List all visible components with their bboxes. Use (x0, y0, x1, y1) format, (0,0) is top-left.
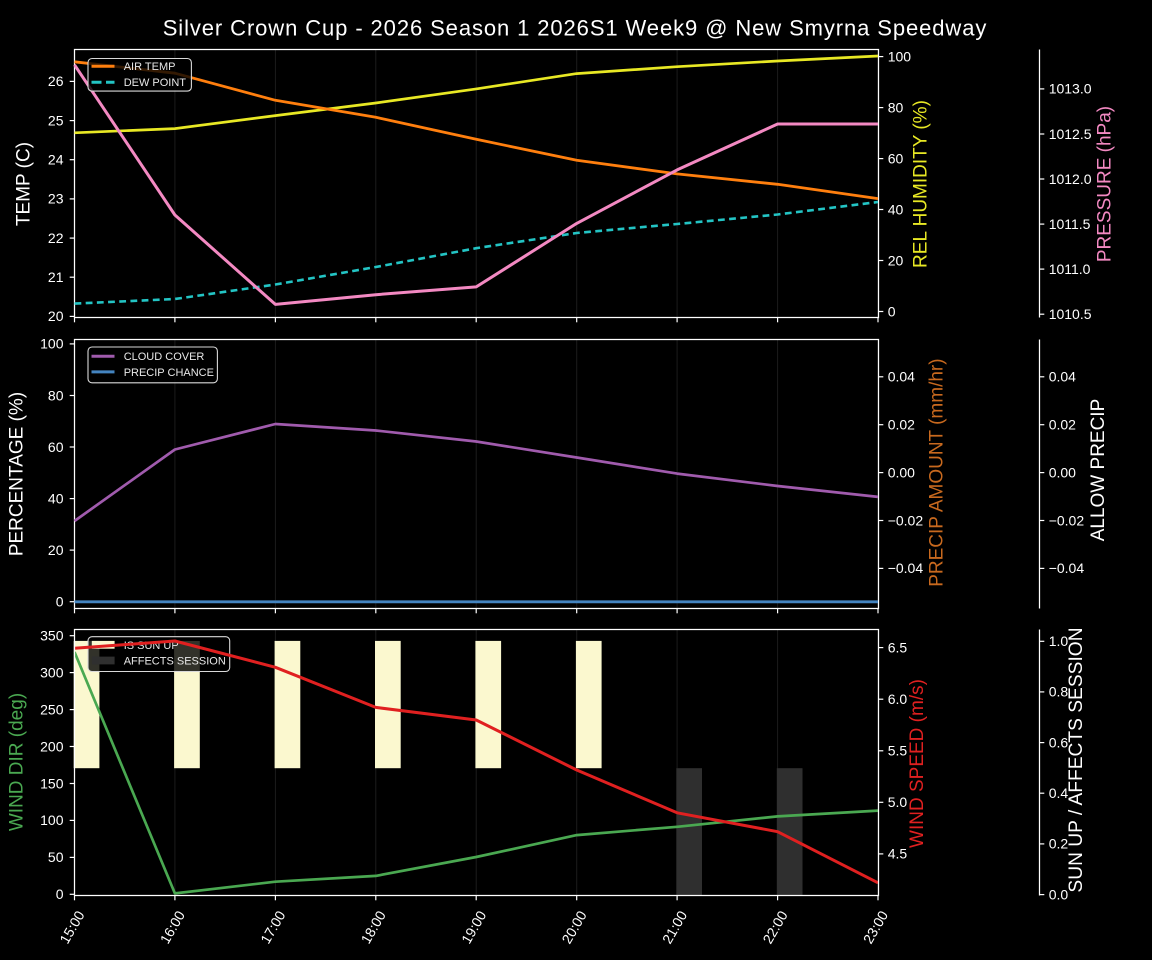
svg-text:0: 0 (888, 303, 896, 319)
svg-text:1010.5: 1010.5 (1049, 306, 1092, 322)
svg-text:1.0: 1.0 (1049, 633, 1069, 649)
svg-text:PRECIP AMOUNT (mm/hr): PRECIP AMOUNT (mm/hr) (927, 358, 948, 586)
svg-text:0.04: 0.04 (888, 369, 915, 385)
svg-text:26: 26 (48, 73, 64, 89)
svg-text:20: 20 (48, 542, 64, 558)
svg-text:CLOUD COVER: CLOUD COVER (124, 351, 205, 363)
svg-text:4.5: 4.5 (888, 846, 908, 862)
svg-text:ALLOW PRECIP: ALLOW PRECIP (1088, 399, 1109, 542)
svg-text:Silver Crown Cup - 2026 Season: Silver Crown Cup - 2026 Season 1 2026S1 … (163, 16, 988, 41)
svg-text:DEW POINT: DEW POINT (124, 77, 187, 89)
svg-text:200: 200 (40, 738, 64, 754)
svg-text:AFFECTS SESSION: AFFECTS SESSION (124, 655, 226, 667)
svg-text:0.00: 0.00 (1049, 464, 1076, 480)
svg-text:0.02: 0.02 (1049, 417, 1076, 433)
svg-text:300: 300 (40, 664, 64, 680)
svg-text:1012.0: 1012.0 (1049, 171, 1092, 187)
svg-text:100: 100 (40, 336, 64, 352)
svg-text:250: 250 (40, 701, 64, 717)
svg-text:1011.0: 1011.0 (1049, 261, 1091, 277)
svg-text:0.0: 0.0 (1049, 886, 1069, 902)
svg-text:0.4: 0.4 (1049, 785, 1069, 801)
svg-text:PRECIP CHANCE: PRECIP CHANCE (124, 367, 214, 379)
svg-text:1011.5: 1011.5 (1049, 216, 1091, 232)
svg-text:WIND DIR (deg): WIND DIR (deg) (7, 693, 28, 831)
svg-text:−0.02: −0.02 (1049, 512, 1085, 528)
svg-text:23: 23 (48, 191, 64, 207)
svg-text:21: 21 (48, 269, 64, 285)
svg-text:20: 20 (48, 308, 64, 324)
svg-text:350: 350 (40, 628, 64, 644)
svg-text:0.2: 0.2 (1049, 836, 1069, 852)
svg-text:TEMP (C): TEMP (C) (14, 142, 35, 226)
svg-text:80: 80 (888, 99, 904, 115)
svg-text:50: 50 (48, 849, 64, 865)
svg-text:1012.5: 1012.5 (1049, 126, 1092, 142)
svg-text:100: 100 (888, 48, 912, 64)
svg-text:PRESSURE (hPa): PRESSURE (hPa) (1095, 106, 1116, 262)
svg-text:100: 100 (40, 812, 64, 828)
svg-text:80: 80 (48, 387, 64, 403)
svg-text:PERCENTAGE (%): PERCENTAGE (%) (7, 392, 28, 556)
svg-text:5.0: 5.0 (888, 794, 908, 810)
svg-text:20: 20 (888, 252, 904, 268)
svg-text:0: 0 (56, 886, 64, 902)
svg-text:0.6: 0.6 (1049, 734, 1069, 750)
svg-text:REL HUMIDITY (%): REL HUMIDITY (%) (911, 100, 932, 268)
svg-text:0: 0 (56, 594, 64, 610)
svg-text:22: 22 (48, 230, 64, 246)
svg-text:−0.04: −0.04 (888, 560, 924, 576)
svg-text:1013.0: 1013.0 (1049, 81, 1092, 97)
svg-text:40: 40 (888, 201, 904, 217)
svg-text:60: 60 (888, 150, 904, 166)
svg-text:6.5: 6.5 (888, 639, 908, 655)
svg-text:AIR TEMP: AIR TEMP (124, 61, 176, 73)
svg-text:0.02: 0.02 (888, 417, 915, 433)
svg-text:60: 60 (48, 439, 64, 455)
svg-text:40: 40 (48, 490, 64, 506)
svg-text:0.04: 0.04 (1049, 369, 1076, 385)
svg-text:WIND SPEED (m/s): WIND SPEED (m/s) (907, 679, 928, 848)
svg-text:150: 150 (40, 775, 64, 791)
svg-text:24: 24 (48, 152, 64, 168)
svg-text:−0.02: −0.02 (888, 512, 924, 528)
svg-text:25: 25 (48, 112, 64, 128)
svg-text:0.8: 0.8 (1049, 684, 1069, 700)
svg-text:5.5: 5.5 (888, 743, 908, 759)
svg-text:−0.04: −0.04 (1049, 560, 1085, 576)
svg-text:0.00: 0.00 (888, 464, 915, 480)
svg-text:SUN UP / AFFECTS SESSION: SUN UP / AFFECTS SESSION (1066, 627, 1087, 892)
svg-text:6.0: 6.0 (888, 691, 908, 707)
